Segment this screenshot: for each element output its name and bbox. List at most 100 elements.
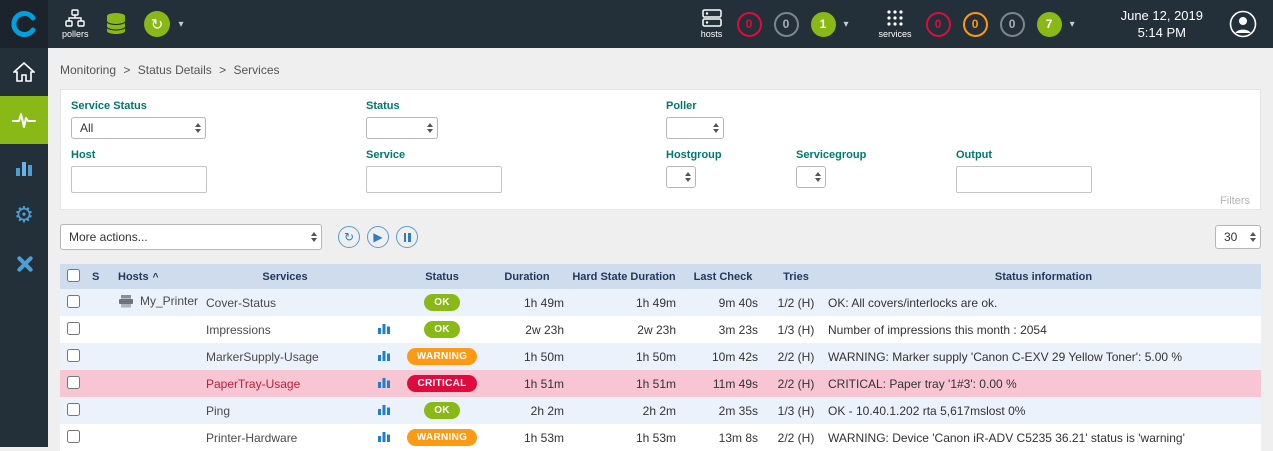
row-select-cell (60, 289, 86, 316)
critical-counter[interactable]: 0 (925, 11, 951, 37)
services-table-body: My_Printer Cover-Status OK 1h 49m 1h 49m 9m 4… (60, 289, 1261, 451)
chevron-down-icon[interactable]: ▾ (178, 18, 184, 30)
ok-counter[interactable]: 7 (1036, 11, 1062, 37)
row-select-cell (60, 370, 86, 397)
hostgroup-label: Hostgroup (666, 149, 722, 161)
status-information-cell: Number of impressions this month : 2054 (828, 322, 1047, 337)
col-header-tries[interactable]: Tries (766, 264, 826, 289)
pollers-menu[interactable]: pollers (62, 9, 89, 39)
col-header-duration[interactable]: Duration (486, 264, 568, 289)
select-arrows-icon (427, 123, 433, 133)
graph-icon[interactable] (377, 375, 391, 389)
row-checkbox[interactable] (66, 321, 80, 335)
time-text: 5:14 PM (1137, 25, 1186, 40)
status-information-cell: CRITICAL: Paper tray '1#3': 0.00 % (828, 376, 1017, 391)
graph-icon[interactable] (377, 348, 391, 362)
page-size-select[interactable]: 30 (1215, 225, 1261, 249)
s-cell (86, 397, 112, 424)
col-header-services[interactable]: Services (200, 264, 370, 289)
service-status-select[interactable]: All (71, 117, 206, 139)
duration-cell: 1h 50m (523, 349, 564, 364)
centreon-logo[interactable] (0, 0, 48, 48)
service-cell: Printer-Hardware (200, 424, 370, 451)
chevron-down-icon[interactable]: ▾ (1069, 18, 1075, 30)
last-check-cell: 13m 8s (718, 430, 758, 445)
row-checkbox[interactable] (66, 348, 80, 362)
hostgroup-select[interactable] (666, 166, 696, 188)
status-badge: WARNING (406, 348, 478, 365)
hard-state-duration-cell: 2w 23h (637, 322, 676, 337)
status-select[interactable] (366, 117, 438, 139)
service-label: Service (366, 149, 406, 161)
services-icon (887, 10, 903, 26)
refresh-button[interactable]: ↻ (338, 226, 360, 248)
critical-counter[interactable]: 0 (736, 11, 762, 37)
ok-counter[interactable]: 1 (810, 11, 836, 37)
database-status[interactable] (105, 12, 127, 36)
host-input[interactable] (71, 166, 207, 193)
neutral-counter[interactable]: 0 (773, 11, 799, 37)
user-avatar[interactable] (1229, 10, 1257, 38)
breadcrumb-item[interactable]: Services (233, 63, 280, 77)
tries-cell: 1/3 (H) (777, 403, 815, 418)
more-actions-select[interactable]: More actions... (60, 224, 322, 250)
sidebar-item-reporting[interactable] (0, 144, 48, 192)
hosts-menu[interactable]: hosts (701, 9, 723, 39)
col-header-last-check[interactable]: Last Check (680, 264, 766, 289)
row-checkbox[interactable] (66, 294, 80, 308)
play-button[interactable]: ▶ (367, 226, 389, 248)
services-table: S Hosts ^ Services Status Duration Hard S… (60, 264, 1261, 451)
row-checkbox[interactable] (66, 402, 80, 416)
hard-state-duration-cell: 1h 53m (635, 430, 676, 445)
tries-cell: 2/2 (H) (777, 376, 815, 391)
output-input[interactable] (956, 166, 1092, 193)
breadcrumb-item[interactable]: Status Details (137, 63, 212, 77)
col-header-graph (370, 264, 398, 289)
neutral-counter[interactable]: 0 (999, 11, 1025, 37)
service-cell: PaperTray-Usage (200, 370, 370, 397)
sidebar-item-configuration[interactable]: ⚙ (0, 192, 48, 240)
col-header-s[interactable]: S (86, 264, 112, 289)
row-checkbox[interactable] (66, 429, 80, 443)
select-all-checkbox[interactable] (66, 268, 80, 282)
status-label: Status (366, 100, 400, 112)
col-header-status[interactable]: Status (398, 264, 486, 289)
service-input[interactable] (366, 166, 502, 193)
duration-cell: 1h 53m (523, 430, 564, 445)
service-link[interactable]: Cover-Status (206, 295, 277, 310)
sidebar-item-administration[interactable] (0, 240, 48, 288)
col-header-hard-state-duration[interactable]: Hard State Duration (568, 264, 680, 289)
select-arrows-icon (713, 123, 719, 133)
sidebar-item-home[interactable] (0, 48, 48, 96)
col-header-hosts[interactable]: Hosts ^ (112, 264, 200, 289)
poller-select[interactable] (666, 117, 724, 139)
filter-panel: Service Status All Status Poller (60, 89, 1261, 210)
select-arrows-icon (685, 172, 691, 182)
row-checkbox[interactable] (66, 375, 80, 389)
sync-status[interactable]: ↻ (143, 10, 171, 38)
pause-button[interactable] (396, 226, 418, 248)
warning-counter[interactable]: 0 (962, 11, 988, 37)
servicegroup-select[interactable] (796, 166, 826, 188)
host-link[interactable]: My_Printer (140, 294, 199, 309)
host-cell (112, 370, 200, 397)
service-link[interactable]: MarkerSupply-Usage (206, 349, 319, 364)
last-check-cell: 10m 42s (711, 349, 758, 364)
services-menu[interactable]: services (879, 9, 912, 39)
graph-icon[interactable] (377, 321, 391, 335)
service-link[interactable]: PaperTray-Usage (206, 376, 301, 391)
service-link[interactable]: Impressions (206, 322, 271, 337)
col-header-status-information[interactable]: Status information (826, 264, 1261, 289)
graph-icon[interactable] (377, 429, 391, 443)
sidebar-item-monitoring[interactable] (0, 96, 48, 144)
service-link[interactable]: Printer-Hardware (206, 430, 298, 445)
chevron-down-icon[interactable]: ▾ (843, 18, 849, 30)
service-link[interactable]: Ping (206, 403, 231, 418)
graph-icon[interactable] (377, 402, 391, 416)
status-badge: OK (424, 294, 460, 311)
database-icon (106, 13, 126, 34)
breadcrumb-item[interactable]: Monitoring (60, 63, 117, 77)
date-text: June 12, 2019 (1120, 8, 1203, 23)
